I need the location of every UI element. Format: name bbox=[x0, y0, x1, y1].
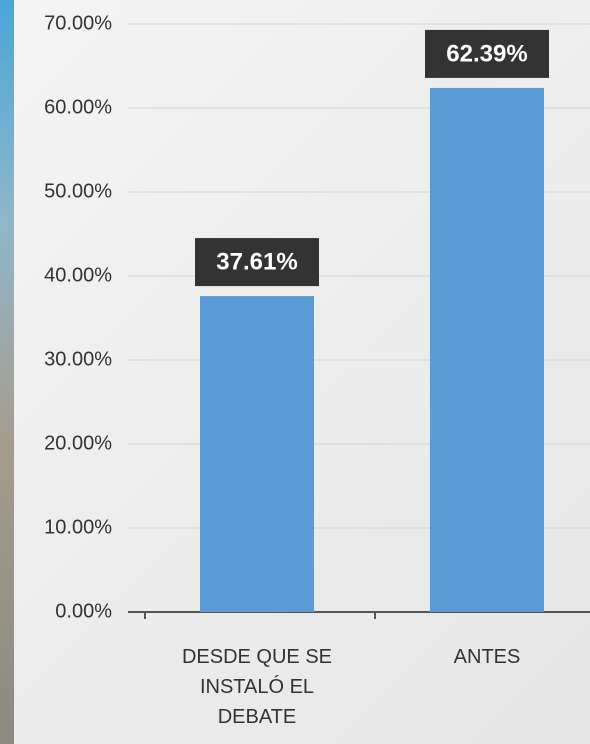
y-tick-label: 50.00% bbox=[44, 180, 112, 202]
y-tick-label: 60.00% bbox=[44, 96, 112, 118]
x-tick-label: ANTES bbox=[453, 646, 521, 668]
y-tick-label: 10.00% bbox=[44, 516, 112, 538]
bar bbox=[430, 87, 544, 612]
data-label: 37.61% bbox=[216, 248, 297, 275]
y-tick-label: 0.00% bbox=[55, 600, 112, 622]
x-tick-label: DESDE QUE SE INSTALÓ EL DEBATE bbox=[181, 646, 333, 728]
y-tick-label: 70.00% bbox=[44, 12, 112, 34]
y-tick-label: 20.00% bbox=[44, 432, 112, 454]
data-label: 62.39% bbox=[446, 40, 527, 67]
data-label-box bbox=[425, 29, 549, 78]
y-tick-label: 30.00% bbox=[44, 348, 112, 370]
bar bbox=[200, 296, 314, 612]
y-tick-label: 40.00% bbox=[44, 264, 112, 286]
data-label-box bbox=[195, 238, 319, 287]
background-strip bbox=[0, 0, 14, 744]
